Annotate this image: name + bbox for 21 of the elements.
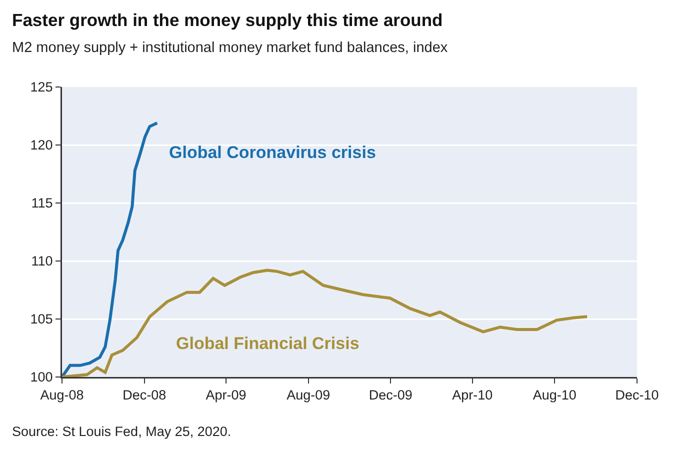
y-tick-label: 125	[30, 80, 53, 95]
x-tick-label: Aug-09	[286, 388, 330, 403]
y-tick-label: 115	[31, 196, 53, 211]
series-label: Global Coronavirus crisis	[169, 143, 376, 162]
line-series	[62, 268, 589, 377]
source-note: Source: St Louis Fed, May 25, 2020.	[12, 424, 232, 439]
line-series	[62, 121, 159, 377]
y-tick-label: 110	[31, 254, 53, 269]
x-tick-label: Apr-09	[206, 388, 246, 403]
x-tick-label: Dec-09	[368, 388, 412, 403]
y-tick-label: 120	[30, 138, 53, 153]
chart-subtitle: M2 money supply + institutional money market fund balances, index	[12, 40, 448, 56]
chart-title: Faster growth in the money supply this time around	[12, 10, 443, 30]
x-tick-label: Dec-08	[122, 388, 166, 403]
series-label: Global Financial Crisis	[176, 334, 360, 353]
x-tick-label: Aug-08	[40, 388, 84, 403]
x-tick-label: Dec-10	[615, 388, 659, 403]
y-tick-label: 105	[30, 312, 53, 327]
y-tick-label: 100	[30, 370, 53, 385]
x-tick-label: Aug-10	[532, 388, 576, 403]
x-tick-label: Apr-10	[452, 388, 493, 403]
